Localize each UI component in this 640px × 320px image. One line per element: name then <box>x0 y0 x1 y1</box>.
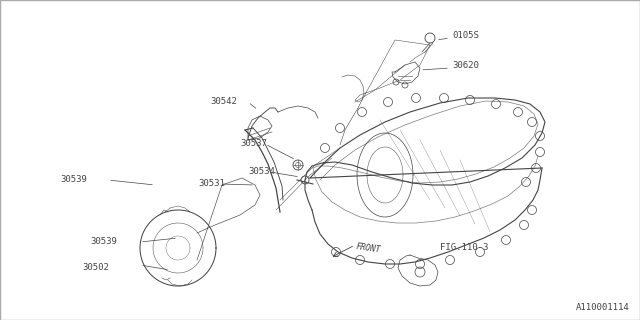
Text: 30620: 30620 <box>452 61 479 70</box>
Text: A110001114: A110001114 <box>576 303 630 312</box>
Text: 30539: 30539 <box>90 237 117 246</box>
Text: FIG.110-3: FIG.110-3 <box>440 244 488 252</box>
Text: 30537: 30537 <box>240 140 267 148</box>
Text: 30542: 30542 <box>210 98 237 107</box>
Text: 0105S: 0105S <box>452 31 479 41</box>
Text: 30531: 30531 <box>198 180 225 188</box>
Text: FRONT: FRONT <box>355 242 381 254</box>
Text: 30502: 30502 <box>82 263 109 273</box>
Text: 30539: 30539 <box>60 175 87 185</box>
Text: 30534: 30534 <box>248 167 275 177</box>
